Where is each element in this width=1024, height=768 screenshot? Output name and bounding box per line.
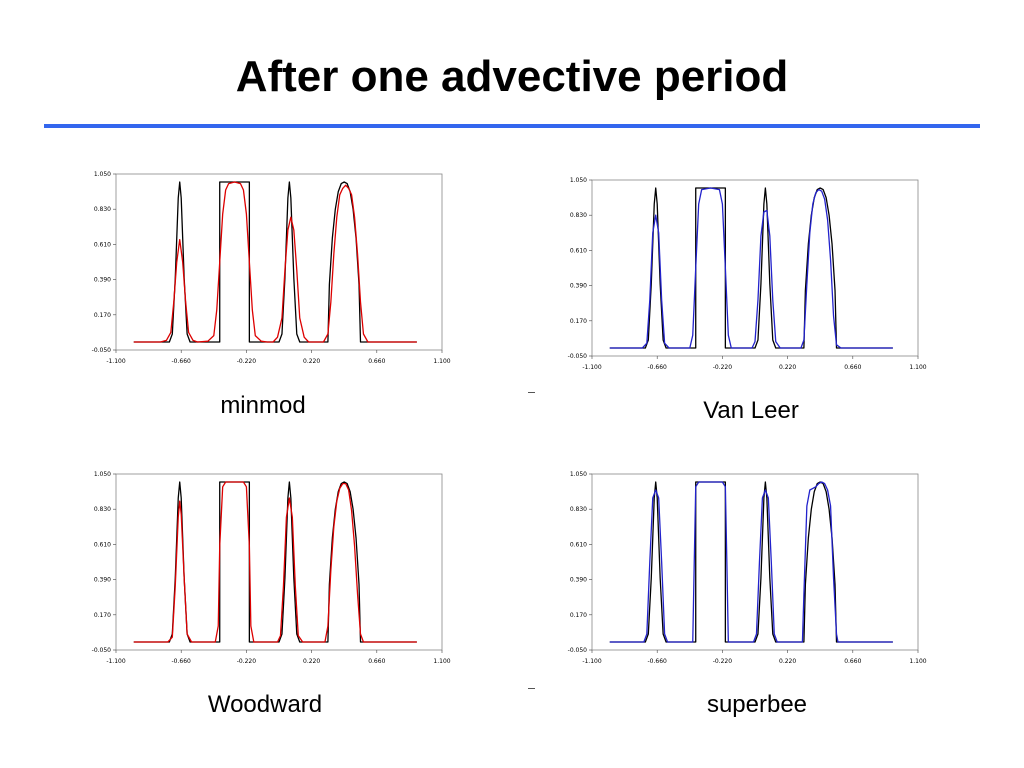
plot-frame <box>591 179 919 357</box>
caption-superbee: superbee <box>706 691 808 718</box>
y-tick-label: 0.830 <box>94 206 111 213</box>
x-tick-label: -0.660 <box>172 658 192 665</box>
exact-solution-line <box>133 481 417 643</box>
chart-panel-superbee: -1.100 -0.660 -0.220 0.220 0.660 1.100 -0.050 0… <box>568 471 927 665</box>
y-tick-label: 0.610 <box>94 241 111 248</box>
x-tick-label: 0.220 <box>779 364 796 371</box>
x-tick-label: -0.220 <box>713 658 733 665</box>
y-tick-label: 0.170 <box>570 612 587 619</box>
y-tick-label: -0.050 <box>568 353 588 360</box>
x-tick-label: -1.100 <box>106 358 126 365</box>
x-tick-label: -0.660 <box>648 364 668 371</box>
x-tick-label: 0.220 <box>779 658 796 665</box>
numerical-solution-line <box>133 481 417 643</box>
y-tick-label: 1.050 <box>94 171 111 178</box>
caption-van-leer: Van Leer <box>703 397 799 424</box>
x-tick-label: 1.100 <box>909 364 926 371</box>
title-underline <box>44 124 980 128</box>
x-tick-label: 1.100 <box>433 658 450 665</box>
y-tick-label: -0.050 <box>92 347 112 354</box>
slide-title: After one advective period <box>235 52 789 101</box>
plot-frame <box>591 473 919 651</box>
y-tick-label: 0.170 <box>570 318 587 325</box>
x-tick-label: -1.100 <box>582 658 602 665</box>
caption-minmod: minmod <box>220 392 306 419</box>
y-tick-label: 0.170 <box>94 312 111 319</box>
y-tick-label: 0.830 <box>94 506 111 513</box>
x-tick-label: 0.660 <box>844 364 861 371</box>
x-tick-label: -0.660 <box>648 658 668 665</box>
y-tick-label: 0.170 <box>94 612 111 619</box>
x-tick-label: -0.220 <box>713 364 733 371</box>
x-tick-label: 0.660 <box>844 658 861 665</box>
exact-solution-line <box>609 187 893 349</box>
x-tick-label: -1.100 <box>582 364 602 371</box>
x-tick-label: 0.660 <box>368 658 385 665</box>
x-tick-label: -0.220 <box>237 658 257 665</box>
y-tick-label: 1.050 <box>94 471 111 478</box>
plot-frame <box>115 473 443 651</box>
y-tick-label: 0.830 <box>570 212 587 219</box>
y-tick-label: 0.390 <box>94 277 111 284</box>
dash-mark <box>528 688 535 689</box>
caption-woodward: Woodward <box>207 691 323 718</box>
numerical-solution-line <box>609 481 893 643</box>
chart-panel-van-leer: -1.100 -0.660 -0.220 0.220 0.660 1.100 -0.050 0… <box>568 177 927 371</box>
x-tick-label: 0.220 <box>303 358 320 365</box>
dash-mark <box>528 392 535 393</box>
y-tick-label: 1.050 <box>570 471 587 478</box>
plot-frame <box>115 173 443 351</box>
y-tick-label: 0.390 <box>570 577 587 584</box>
y-tick-label: -0.050 <box>92 647 112 654</box>
x-tick-label: -1.100 <box>106 658 126 665</box>
y-tick-label: 0.610 <box>570 541 587 548</box>
y-tick-label: 0.390 <box>570 283 587 290</box>
x-tick-label: 1.100 <box>909 658 926 665</box>
x-tick-label: 0.660 <box>368 358 385 365</box>
numerical-solution-line <box>609 187 893 349</box>
y-tick-label: -0.050 <box>568 647 588 654</box>
y-tick-label: 0.390 <box>94 577 111 584</box>
numerical-solution-line <box>133 181 417 343</box>
x-tick-label: 1.100 <box>433 358 450 365</box>
exact-solution-line <box>133 181 417 343</box>
x-tick-label: -0.660 <box>172 358 192 365</box>
x-tick-label: -0.220 <box>237 358 257 365</box>
y-tick-label: 0.610 <box>94 541 111 548</box>
x-tick-label: 0.220 <box>303 658 320 665</box>
y-tick-label: 0.610 <box>570 247 587 254</box>
chart-panel-minmod: -1.100 -0.660 -0.220 0.220 0.660 1.100 -0.050 0… <box>92 171 451 365</box>
y-tick-label: 1.050 <box>570 177 587 184</box>
y-tick-label: 0.830 <box>570 506 587 513</box>
chart-panel-woodward: -1.100 -0.660 -0.220 0.220 0.660 1.100 -0.050 0… <box>92 471 451 665</box>
exact-solution-line <box>609 481 893 643</box>
